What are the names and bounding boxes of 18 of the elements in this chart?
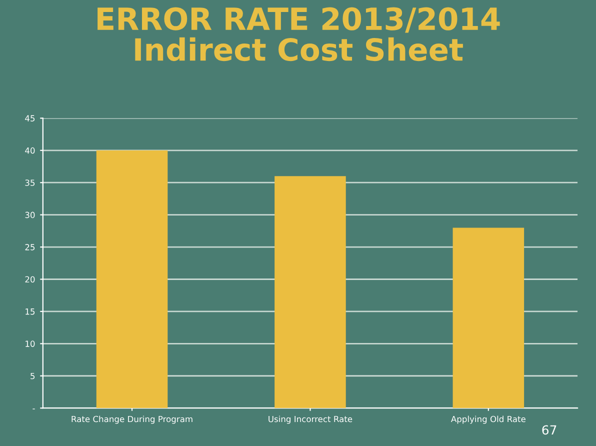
y-tick-label: 5	[30, 372, 35, 380]
bar	[96, 150, 168, 408]
x-tick-label: Rate Change During Program	[72, 416, 192, 424]
y-tick-label: 30	[25, 212, 35, 218]
chart-title: ERROR RATE 2013/2014 Indirect Cost Sheet	[98, 7, 500, 62]
y-tick-label: 15	[26, 308, 35, 315]
x-tick-label: Applying Old Rate	[450, 416, 526, 424]
y-tick-label: 20	[25, 276, 35, 283]
bar	[274, 176, 346, 408]
bar	[452, 228, 524, 408]
y-tick-label: 40	[25, 147, 35, 154]
y-tick-label: -	[32, 408, 35, 410]
y-tick-label: 35	[25, 180, 35, 186]
y-tick-label: 25	[25, 244, 35, 250]
y-tick-label: 10	[26, 340, 35, 347]
x-tick-label: Using Incorrect Rate	[268, 416, 352, 424]
y-tick-label: 45	[25, 115, 35, 122]
text: 67	[542, 425, 556, 435]
